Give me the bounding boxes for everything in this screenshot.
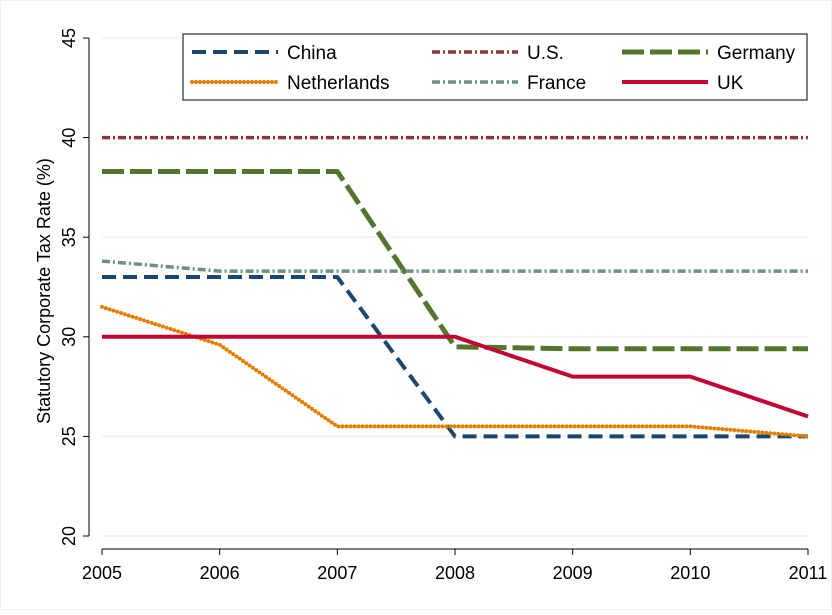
series-line-germany <box>102 169 808 352</box>
legend: China U.S. Germany Netherlands France UK <box>182 33 808 101</box>
y-tick-label: 20 <box>59 526 79 546</box>
axes: 20 25 30 35 40 45 2005 2006 2007 2008 2009 2010 2011 <box>59 28 827 583</box>
y-tick-label: 40 <box>59 128 79 148</box>
legend-label: Netherlands <box>287 73 389 94</box>
series-line-france <box>101 259 808 273</box>
x-tick-label: 2007 <box>317 563 357 583</box>
y-axis-label: Statutory Corporate Tax Rate (%) <box>34 158 54 424</box>
y-tick-label: 45 <box>59 28 79 48</box>
series-line-uk <box>102 334 809 419</box>
legend-label: UK <box>717 73 744 94</box>
x-tick-label: 2011 <box>789 563 828 583</box>
legend-label: China <box>287 43 337 64</box>
x-tick-label: 2005 <box>82 563 122 583</box>
x-tick-label: 2010 <box>670 563 710 583</box>
legend-label: Germany <box>717 43 796 64</box>
y-tick-label: 25 <box>59 426 79 446</box>
series-line-netherlands <box>100 304 810 439</box>
legend-box <box>182 33 808 101</box>
y-tick-label: 30 <box>59 327 79 347</box>
x-tick-label: 2008 <box>435 563 475 583</box>
x-tick-label: 2009 <box>553 563 593 583</box>
series-lines <box>100 135 810 439</box>
legend-label: France <box>527 73 586 94</box>
y-tick-label: 35 <box>59 227 79 247</box>
legend-label: U.S. <box>527 43 564 64</box>
x-tick-label: 2006 <box>200 563 240 583</box>
series-line-china <box>102 275 808 439</box>
